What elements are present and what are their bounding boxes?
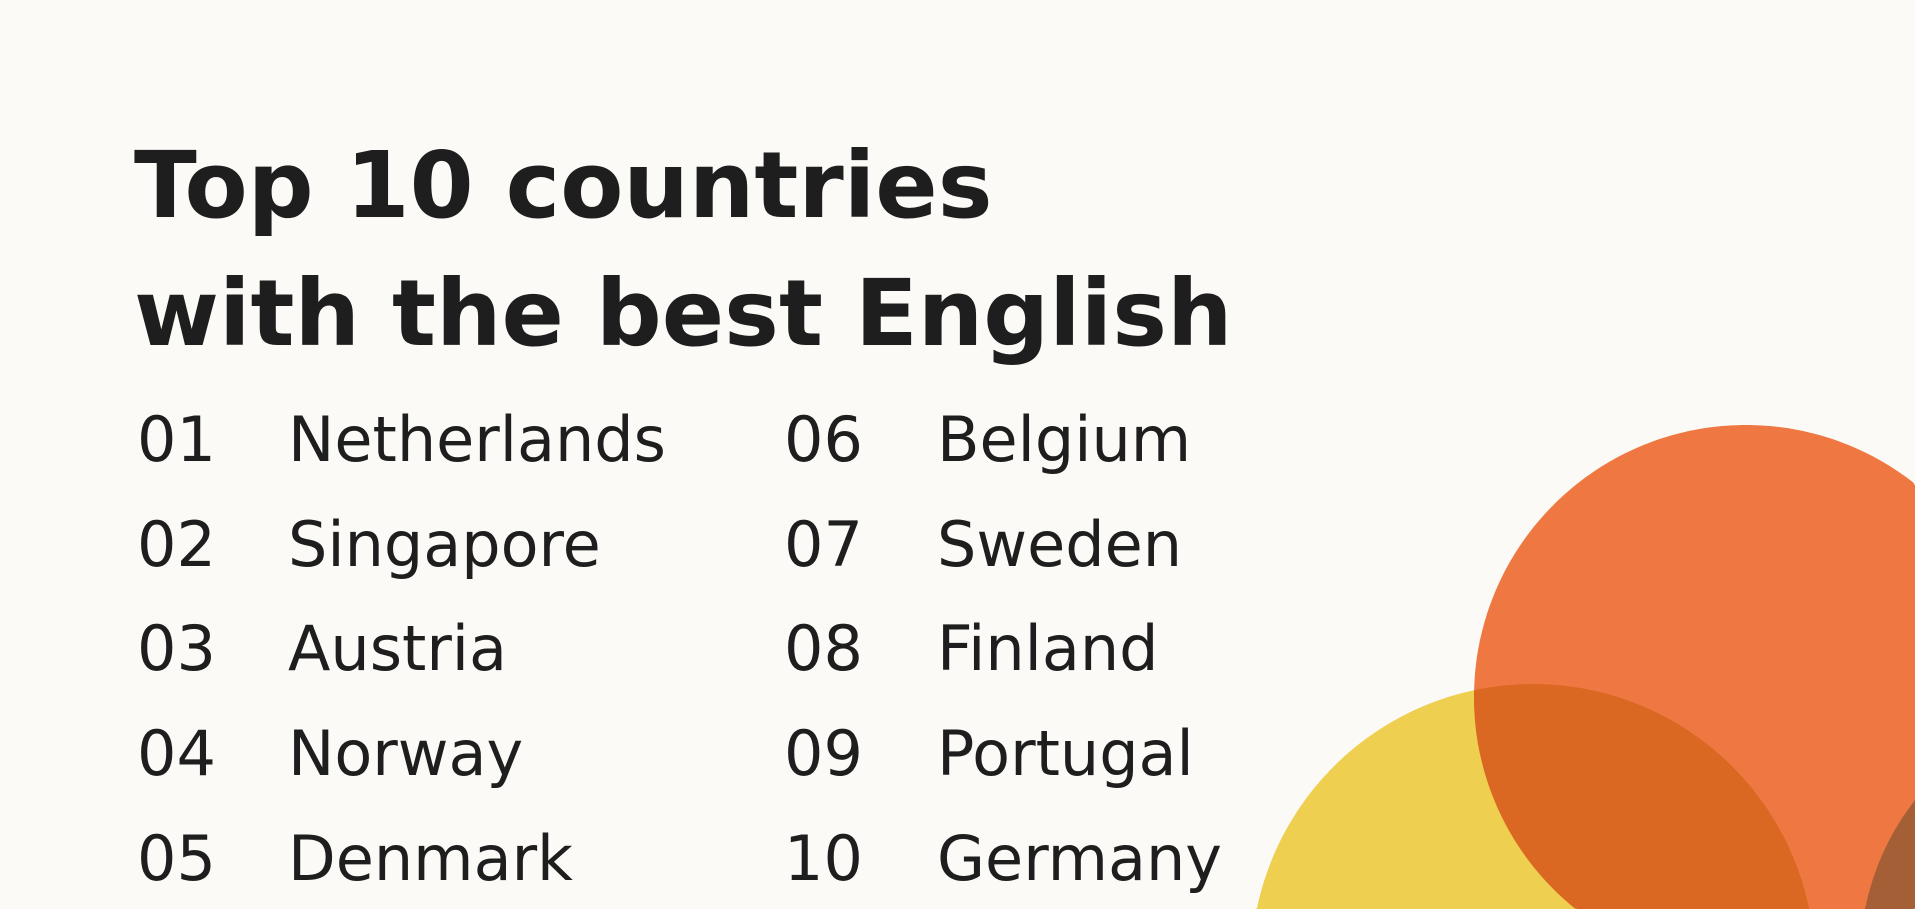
rank-number: 09: [784, 717, 863, 790]
country-name: Sweden: [937, 508, 1183, 581]
rank-number: 05: [137, 822, 216, 895]
page-title: Top 10 countries with the best English: [134, 122, 1232, 378]
rank-number: 03: [137, 612, 216, 685]
rank-number: 06: [784, 403, 863, 476]
country-name: Finland: [937, 612, 1159, 685]
country-name: Germany: [937, 822, 1222, 895]
rank-number: 01: [137, 403, 216, 476]
yellow-orange-overlap: [1474, 684, 1815, 909]
title-line-1: Top 10 countries: [134, 132, 993, 239]
rank-number: 04: [137, 717, 216, 790]
country-name: Norway: [288, 717, 524, 790]
title-line-2: with the best English: [134, 260, 1233, 367]
country-name: Denmark: [288, 822, 573, 895]
country-name: Singapore: [288, 508, 601, 581]
country-name: Netherlands: [288, 403, 666, 476]
rank-number: 02: [137, 508, 216, 581]
rank-number: 07: [784, 508, 863, 581]
country-name: Portugal: [937, 717, 1194, 790]
rank-number: 08: [784, 612, 863, 685]
country-name: Belgium: [937, 403, 1192, 476]
brown-circle: [1860, 700, 1915, 909]
rank-number: 10: [784, 822, 863, 895]
country-name: Austria: [288, 612, 508, 685]
